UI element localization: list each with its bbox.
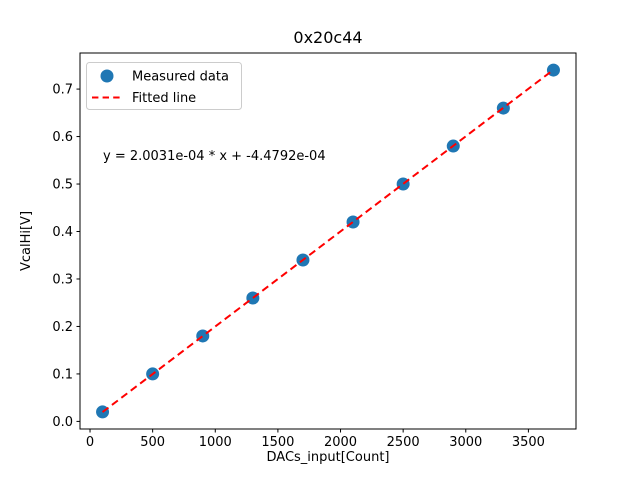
- y-tick-label: 0.5: [52, 178, 73, 193]
- y-tick-label: 0.4: [52, 225, 73, 240]
- y-tick-label: 0.7: [52, 83, 73, 98]
- x-tick-label: 2000: [324, 435, 357, 450]
- y-tick-label: 0.6: [52, 130, 73, 145]
- legend-label-measured-data: Measured data: [132, 70, 229, 85]
- legend-label-fitted-line: Fitted line: [132, 91, 196, 106]
- x-tick-label: 1500: [261, 435, 294, 450]
- x-axis-label: DACs_input[Count]: [267, 450, 390, 465]
- x-tick-label: 3000: [449, 435, 482, 450]
- data-point: [546, 63, 560, 77]
- y-tick-label: 0.0: [52, 415, 73, 430]
- y-axis-label: VcalHi[V]: [19, 211, 34, 271]
- y-tick-label: 0.2: [52, 320, 73, 335]
- x-tick-label: 0: [86, 435, 94, 450]
- y-tick-label: 0.1: [52, 367, 73, 382]
- legend-marker-measured-data-icon: [100, 69, 114, 83]
- fit-equation-annotation: y = 2.0031e-04 * x + -4.4792e-04: [103, 149, 326, 164]
- x-tick-label: 3500: [512, 435, 545, 450]
- y-tick-label: 0.3: [52, 272, 73, 287]
- chart-title: 0x20c44: [293, 28, 362, 47]
- x-tick-label: 1000: [199, 435, 232, 450]
- axis-ticks: 0 500 1000 1500 2000 2500 3000 3500 0.0 0.1 0.2 0.3…: [52, 83, 545, 450]
- axes-frame: [79, 52, 577, 430]
- plot-series: [96, 63, 560, 419]
- legend-frame: [86, 62, 242, 110]
- legend: Measured data Fitted line: [86, 62, 242, 110]
- fitted-line: [101, 68, 555, 413]
- x-tick-label: 2500: [387, 435, 420, 450]
- x-tick-label: 500: [140, 435, 165, 450]
